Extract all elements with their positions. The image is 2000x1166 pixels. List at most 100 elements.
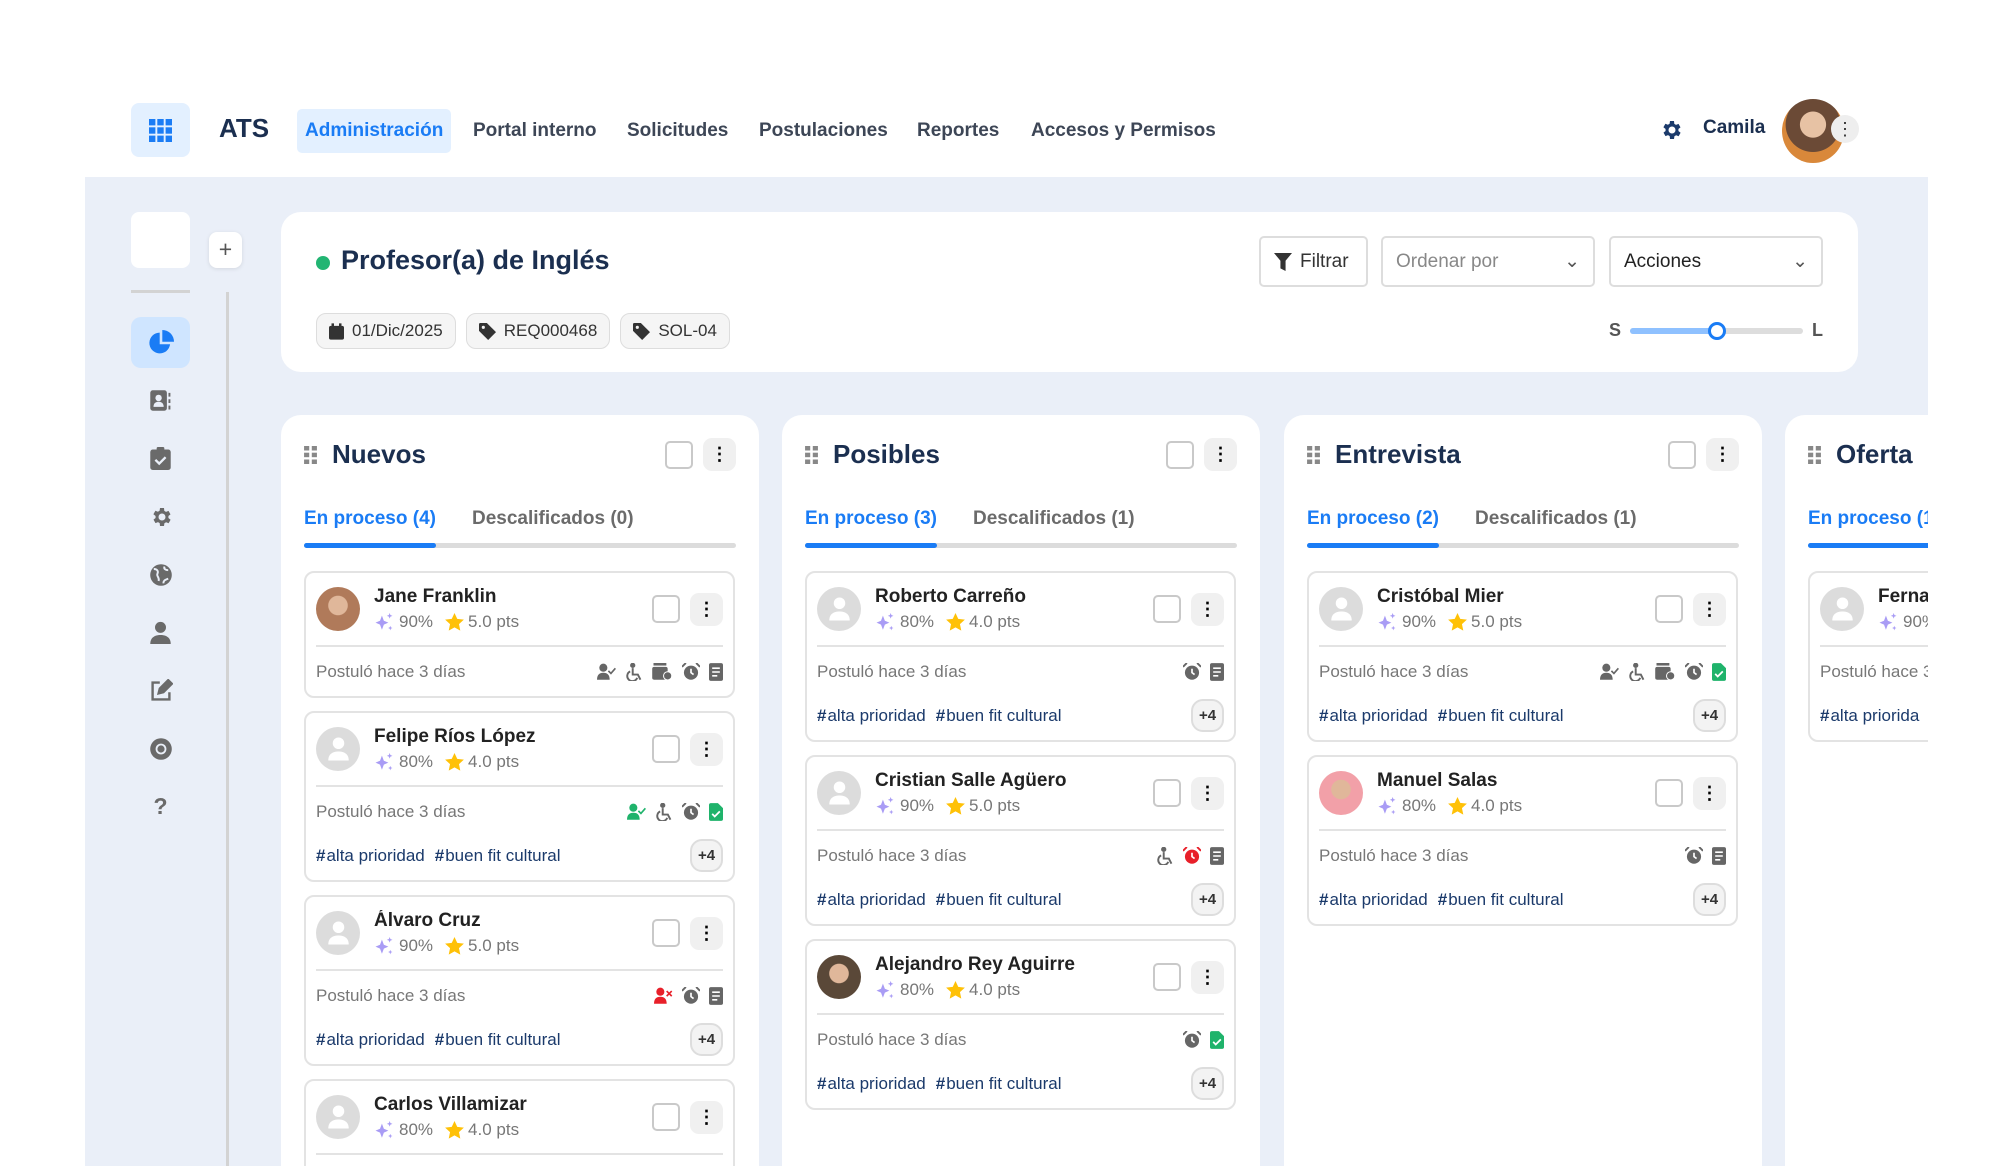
sidebar-item[interactable] [131,607,190,658]
drag-handle-icon[interactable] [1307,445,1320,464]
column-menu-button[interactable]: ⋮ [1706,438,1739,471]
nav-tab[interactable]: Administración [297,109,452,153]
card-menu-button[interactable]: ⋮ [1693,776,1726,810]
slider-thumb[interactable] [1707,322,1726,340]
card-menu-button[interactable]: ⋮ [1191,592,1224,626]
sidebar-item[interactable] [131,665,190,716]
tag[interactable]: #alta prioridad [817,705,926,725]
card-checkbox[interactable] [1153,779,1181,807]
nav-tab[interactable]: Accesos y Permisos [1031,120,1216,141]
column-menu-button[interactable]: ⋮ [1204,438,1237,471]
card-checkbox[interactable] [1153,963,1181,991]
more-tags-button[interactable]: +4 [690,1023,723,1056]
tag[interactable]: #buen fit cultural [1437,889,1564,909]
column-tab[interactable]: Descalificados (1) [972,507,1135,529]
nav-tab[interactable]: Reportes [917,120,1000,141]
card-checkbox[interactable] [1655,595,1683,623]
settings-gear-icon[interactable] [1659,118,1683,142]
column-checkbox[interactable] [1668,440,1696,469]
sidebar-item[interactable] [131,723,190,774]
more-tags-button[interactable]: +4 [690,839,723,872]
card-menu-button[interactable]: ⋮ [1191,776,1224,810]
column-checkbox[interactable] [1166,440,1194,469]
tag[interactable]: #alta prioridad [817,1073,926,1093]
candidate-card[interactable]: Cristian Salle Agüero 90% 5.0 pts ⋮ Postu… [805,755,1236,926]
tag[interactable]: #alta prioridad [1319,889,1428,909]
sidebar-item[interactable] [131,491,190,542]
tag[interactable]: #alta prioridad [316,845,425,865]
add-board-button[interactable]: + [209,232,242,268]
nav-tab[interactable]: Portal interno [473,120,597,141]
column-tab[interactable]: En proceso (3) [805,507,937,529]
column-tab[interactable]: En proceso (2) [1307,507,1439,529]
card-menu-button[interactable]: ⋮ [690,1100,723,1134]
card-checkbox[interactable] [652,1103,680,1131]
candidate-card[interactable]: Cristóbal Mier 90% 5.0 pts ⋮ Postuló hace… [1307,571,1738,742]
column-tab[interactable]: Descalificados (0) [471,507,634,529]
column-menu-button[interactable]: ⋮ [703,438,736,471]
candidate-card[interactable]: Roberto Carreño 80% 4.0 pts ⋮ Postuló hac… [805,571,1236,742]
match-score: 80% [1402,796,1437,815]
column-tab[interactable]: En proceso (4) [304,507,436,529]
card-menu-button[interactable]: ⋮ [690,916,723,950]
more-tags-button[interactable]: +4 [1191,699,1224,732]
candidate-card[interactable]: Ferna 90% ⋮ Postuló hace 3 #alta priorid… [1808,571,1928,742]
apps-grid-button[interactable] [131,103,190,157]
tag[interactable]: #buen fit cultural [935,1073,1062,1093]
candidate-card[interactable]: Jane Franklin 90% 5.0 pts ⋮ Postuló hace … [304,571,735,698]
card-menu-button[interactable]: ⋮ [690,732,723,766]
nav-tab[interactable]: Solicitudes [627,120,729,141]
tag[interactable]: #alta prioridad [1319,705,1428,725]
tag[interactable]: #buen fit cultural [935,889,1062,909]
card-size-slider[interactable] [1630,322,1803,340]
tag[interactable]: #buen fit cultural [434,1029,561,1049]
sidebar-item[interactable] [131,317,190,368]
candidate-card[interactable]: Felipe Ríos López 80% 4.0 pts ⋮ Postuló h… [304,711,735,882]
user-name[interactable]: Camila [1703,117,1766,138]
candidate-card[interactable]: Álvaro Cruz 90% 5.0 pts ⋮ Postuló hace 3 … [304,895,735,1066]
more-tags-button[interactable]: +4 [1693,883,1726,916]
column-checkbox[interactable] [665,440,693,469]
sidebar-item[interactable] [131,375,190,426]
actions-select[interactable]: Acciones ⌄ [1609,236,1823,287]
column-tab[interactable]: En proceso (1 [1808,507,1928,529]
more-tags-button[interactable]: +4 [1191,1067,1224,1100]
card-checkbox[interactable] [652,919,680,947]
card-menu-button[interactable]: ⋮ [1191,960,1224,994]
card-checkbox[interactable] [1153,595,1181,623]
drag-handle-icon[interactable] [1808,445,1821,464]
tag[interactable]: #alta prioridad [817,889,926,909]
card-menu-button[interactable]: ⋮ [690,592,723,626]
card-checkbox[interactable] [652,735,680,763]
card-checkbox[interactable] [1655,779,1683,807]
sort-select[interactable]: Ordenar por ⌄ [1381,236,1595,287]
column-tab[interactable]: Descalificados (1) [1474,507,1637,529]
tag[interactable]: #buen fit cultural [434,845,561,865]
doc-green-icon [1210,1030,1224,1049]
card-checkbox[interactable] [652,595,680,623]
column-title: Posibles [833,439,940,469]
sidebar-item[interactable]: ? [131,781,190,832]
nav-tab[interactable]: Postulaciones [759,120,888,141]
star-icon [946,797,965,815]
candidate-card[interactable]: Manuel Salas 80% 4.0 pts ⋮ Postuló hace 3… [1307,755,1738,926]
sidebar-item[interactable] [131,549,190,600]
tag-label: alta prioridad [1329,889,1428,909]
candidate-card[interactable]: Carlos Villamizar 80%4.0 pts ⋮ Postuló h… [304,1079,735,1166]
candidate-name: Carlos Villamizar [374,1094,527,1115]
tag[interactable]: #alta prioridad [316,1029,425,1049]
tag[interactable]: #alta priorida [1820,705,1920,725]
sidebar-item[interactable] [131,433,190,484]
card-menu-button[interactable]: ⋮ [1693,592,1726,626]
more-tags-button[interactable]: +4 [1693,699,1726,732]
drag-handle-icon[interactable] [805,445,818,464]
tag[interactable]: #buen fit cultural [935,705,1062,725]
actions-label: Acciones [1624,250,1702,272]
more-tags-button[interactable]: +4 [1191,883,1224,916]
candidate-card[interactable]: Alejandro Rey Aguirre 80% 4.0 pts ⋮ Postu… [805,939,1236,1110]
board-selector[interactable] [131,212,190,268]
filter-button[interactable]: Filtrar [1259,236,1368,287]
drag-handle-icon[interactable] [304,445,317,464]
tag[interactable]: #buen fit cultural [1437,705,1564,725]
user-menu-button[interactable]: ⋮ [1831,115,1859,143]
